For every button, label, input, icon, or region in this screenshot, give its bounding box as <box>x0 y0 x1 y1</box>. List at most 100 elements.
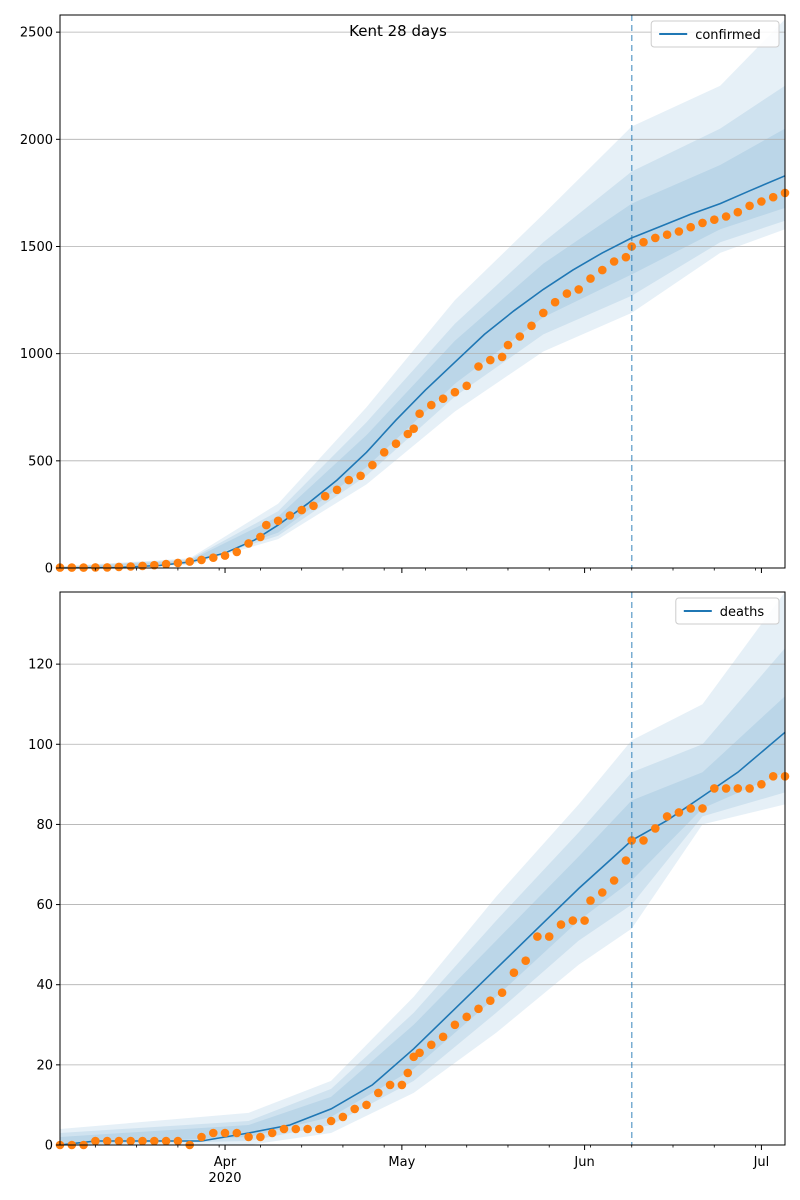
legend-label: deaths <box>720 605 765 620</box>
data-point <box>173 558 183 568</box>
confirmed-panel: 0 500 1000 1500 2000 2500 Kent 28 days confir… <box>20 14 790 577</box>
legend-label: confirmed <box>695 28 761 43</box>
data-point <box>562 289 572 298</box>
data-point <box>527 321 536 331</box>
data-point <box>721 212 731 221</box>
data-point <box>757 780 766 789</box>
y-tick-label: 80 <box>36 818 53 833</box>
x-tick-label: Jun <box>573 1155 594 1170</box>
data-point <box>598 888 607 897</box>
data-point <box>586 896 595 905</box>
uncertainty-band-1 <box>60 19 785 569</box>
y-tick-label: 40 <box>36 978 53 993</box>
data-point <box>674 227 684 236</box>
data-point <box>220 1128 230 1138</box>
data-point <box>486 996 495 1005</box>
data-point <box>197 555 206 565</box>
data-point <box>609 876 619 885</box>
data-point <box>273 516 283 526</box>
data-point <box>173 1136 183 1146</box>
plot-frame <box>59 591 786 1146</box>
data-point <box>686 222 695 232</box>
data-point <box>438 394 448 404</box>
data-point <box>356 471 365 481</box>
y-tick-label: 2000 <box>20 133 53 148</box>
data-point <box>462 1012 472 1022</box>
data-point <box>91 563 100 572</box>
y-tick-label: 20 <box>36 1058 53 1073</box>
data-point <box>344 475 354 485</box>
data-point <box>768 192 778 202</box>
data-point <box>232 547 242 557</box>
data-point <box>621 856 631 865</box>
data-point <box>209 1128 218 1138</box>
data-point <box>438 1032 448 1042</box>
data-point <box>403 1068 413 1078</box>
data-point <box>580 916 589 925</box>
data-point <box>138 1136 147 1146</box>
data-point <box>609 257 619 266</box>
data-point <box>515 332 525 341</box>
data-point <box>710 784 719 793</box>
data-point <box>651 233 660 243</box>
x-tick-label: 2020 <box>208 1171 241 1186</box>
data-point <box>114 562 124 572</box>
data-point <box>368 460 377 470</box>
data-point <box>350 1104 360 1114</box>
data-point <box>297 505 307 515</box>
data-point <box>385 1080 395 1090</box>
data-point <box>291 1124 301 1134</box>
data-point <box>497 352 507 362</box>
data-point <box>397 1080 407 1090</box>
data-point <box>651 824 660 833</box>
legend: deaths <box>675 597 780 625</box>
data-point <box>326 1116 336 1126</box>
y-tick-label: 2500 <box>20 26 53 41</box>
data-point <box>533 932 542 941</box>
data-point <box>757 197 766 206</box>
data-point <box>621 252 631 262</box>
data-point <box>674 808 684 817</box>
data-point <box>220 551 230 560</box>
data-point <box>698 218 707 228</box>
data-point <box>362 1100 371 1110</box>
chart-title: Kent 28 days <box>349 22 447 40</box>
data-point <box>450 387 460 397</box>
y-tick-label: 100 <box>28 738 53 753</box>
data-point <box>710 215 719 224</box>
data-point <box>403 429 413 439</box>
data-point <box>721 784 731 793</box>
data-point <box>497 988 507 997</box>
data-point <box>332 485 342 495</box>
data-point <box>745 201 754 211</box>
data-point <box>150 560 159 570</box>
data-point <box>126 1136 135 1146</box>
data-point <box>102 563 112 572</box>
legend-box <box>675 597 780 625</box>
data-point <box>197 1132 206 1142</box>
data-point <box>450 1020 460 1030</box>
data-point <box>521 956 530 965</box>
data-point <box>379 448 389 457</box>
y-tick-label: 0 <box>45 1139 53 1154</box>
data-point <box>539 308 548 318</box>
data-point <box>256 532 265 542</box>
data-point <box>768 772 778 781</box>
data-point <box>627 836 636 845</box>
x-tick-label: Apr <box>214 1155 237 1170</box>
data-point <box>232 1128 242 1138</box>
data-point <box>161 1136 171 1146</box>
uncertainty-band-3 <box>60 128 785 568</box>
x-tick-label: Jul <box>753 1155 770 1170</box>
data-point <box>244 1132 253 1142</box>
y-tick-label: 1500 <box>20 240 53 255</box>
data-point <box>639 237 648 247</box>
legend-box <box>650 20 780 48</box>
data-point <box>126 562 135 571</box>
data-point <box>639 836 648 845</box>
data-point <box>427 1040 436 1050</box>
data-point <box>150 1136 159 1146</box>
data-point <box>409 424 419 434</box>
